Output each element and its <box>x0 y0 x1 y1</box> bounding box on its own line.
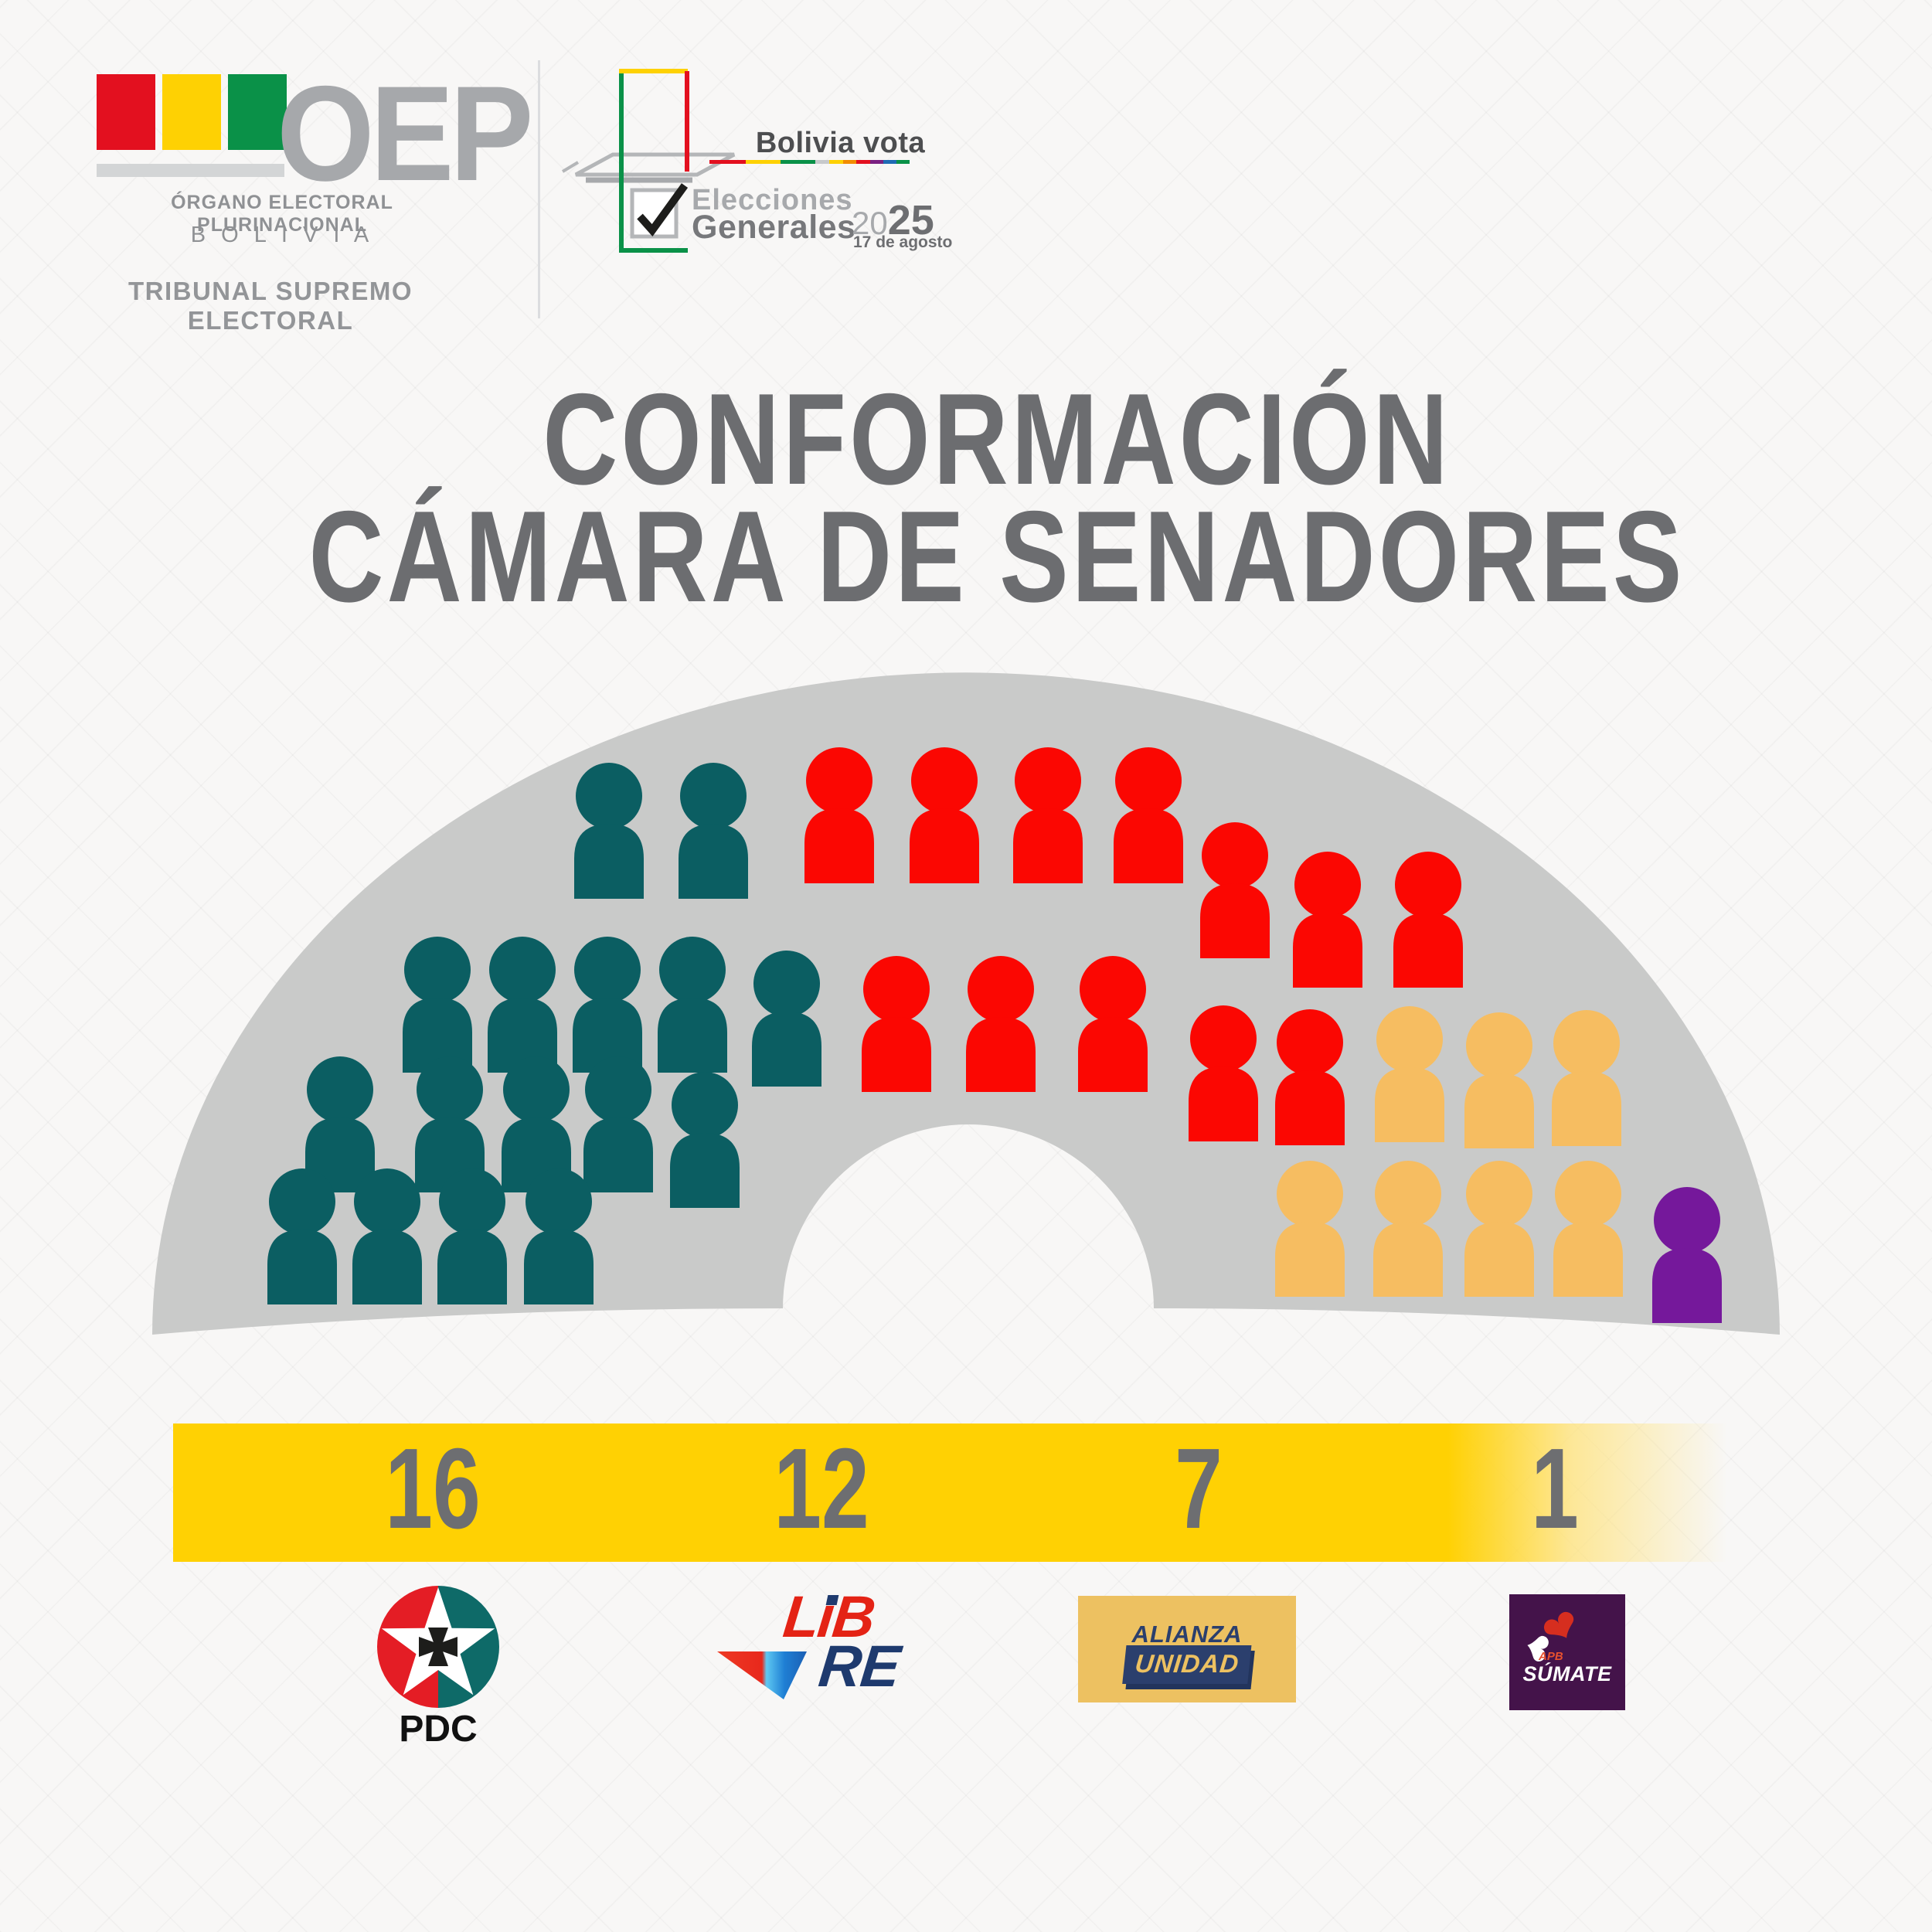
stripe-segment <box>829 160 843 164</box>
seat-icon <box>524 1168 594 1304</box>
sumate-apb-label: APB <box>1539 1650 1563 1663</box>
title-line-2: CÁMARA DE SENADORES <box>308 484 1685 629</box>
unidad-logo: ALIANZA UNIDAD <box>1078 1596 1296 1702</box>
generales-label: Generales <box>692 209 856 246</box>
header: OEP ÓRGANO ELECTORAL PLURINACIONAL B O L… <box>0 0 1932 335</box>
seat-icon <box>1553 1161 1623 1297</box>
seat-icon <box>679 763 748 899</box>
check-icon <box>637 183 689 236</box>
seat-icon <box>1373 1161 1443 1297</box>
seat-icon <box>403 937 472 1073</box>
seat-icon <box>574 763 644 899</box>
pdc-name: PDC <box>399 1709 477 1750</box>
seat-icon <box>862 956 931 1092</box>
stripe-segment <box>883 160 896 164</box>
seat-icon <box>488 937 557 1073</box>
year-light: 20 <box>852 205 888 241</box>
bolivia-vota-tagline: Bolivia vota <box>755 127 926 159</box>
stripe-segment <box>781 160 815 164</box>
seat-icon <box>1200 822 1270 958</box>
seat-icon <box>910 747 979 883</box>
seat-icon <box>267 1168 337 1304</box>
flag-yellow-square <box>162 74 221 150</box>
seat-icon <box>305 1056 375 1192</box>
seat-count-sumate: 1 <box>1531 1425 1579 1553</box>
seat-icon <box>1013 747 1083 883</box>
page-title: CONFORMACIÓN CÁMARA DE SENADORES <box>137 366 1857 629</box>
stripe-segment <box>856 160 870 164</box>
multicolor-stripe <box>709 160 910 164</box>
stripe-segment <box>815 160 829 164</box>
oep-country-label: B O L I V I A <box>190 223 374 247</box>
seat-icon <box>804 747 874 883</box>
sumate-logo: ❤ ❤ APB SÚMATE <box>1509 1594 1625 1710</box>
election-date: 17 de agosto <box>853 233 953 251</box>
stripe-segment <box>746 160 781 164</box>
seat-icon <box>1078 956 1148 1092</box>
year-bold: 25 <box>887 197 934 243</box>
seat-icon <box>1189 1005 1258 1141</box>
oep-underline <box>97 164 284 177</box>
oep-tribunal-label: TRIBUNAL SUPREMO ELECTORAL <box>128 277 413 335</box>
seat-icon <box>1652 1187 1722 1323</box>
seat-icon <box>573 937 642 1073</box>
flag-green-square <box>228 74 287 150</box>
libre-flag-icon <box>717 1651 807 1699</box>
election-year: 2025 <box>852 199 934 241</box>
sumate-name: SÚMATE <box>1522 1662 1612 1685</box>
seat-icon <box>966 956 1036 1092</box>
count-bar <box>173 1423 1727 1562</box>
seat-icon <box>352 1168 422 1304</box>
seat-icon <box>1464 1012 1534 1148</box>
seat-icon <box>1393 852 1463 988</box>
seat-icon <box>670 1072 740 1208</box>
seat-icon <box>752 951 821 1087</box>
seat-icon <box>658 937 727 1073</box>
unidad-alianza-label: ALIANZA <box>1131 1621 1243 1648</box>
seat-icon <box>1552 1010 1621 1146</box>
oep-organ-label: ÓRGANO ELECTORAL PLURINACIONAL <box>171 192 393 236</box>
seats-group <box>267 747 1722 1323</box>
stripe-segment <box>843 160 856 164</box>
seat-icon <box>1464 1161 1534 1297</box>
pdc-cross-icon <box>419 1628 457 1666</box>
stripe-segment <box>870 160 883 164</box>
seat-icon <box>1114 747 1183 883</box>
seat-icon <box>437 1168 507 1304</box>
seat-icon <box>1275 1161 1345 1297</box>
seat-icon <box>1375 1006 1444 1142</box>
stripe-segment <box>709 160 746 164</box>
libre-i-dot <box>825 1595 839 1605</box>
seat-count-unidad: 7 <box>1175 1425 1223 1553</box>
pdc-logo: PDC <box>377 1586 499 1750</box>
flag-red-square <box>97 74 155 150</box>
unidad-badge: UNIDAD <box>1122 1645 1252 1684</box>
title-line-1: CONFORMACIÓN <box>543 366 1451 512</box>
elecciones-label: Elecciones <box>692 184 853 216</box>
libre-logo: LıB RE <box>709 1584 934 1704</box>
ballot-box-icon <box>561 69 736 253</box>
seat-icon <box>1275 1009 1345 1145</box>
seat-icon <box>1293 852 1362 988</box>
oep-acronym: OEP <box>277 59 534 209</box>
seat-count-libre: 12 <box>774 1425 869 1553</box>
seat-icon <box>583 1056 653 1192</box>
header-divider <box>538 60 540 318</box>
stripe-segment <box>896 160 910 164</box>
seat-count-pdc: 16 <box>385 1425 481 1553</box>
libre-wordmark-bottom: RE <box>815 1634 903 1699</box>
